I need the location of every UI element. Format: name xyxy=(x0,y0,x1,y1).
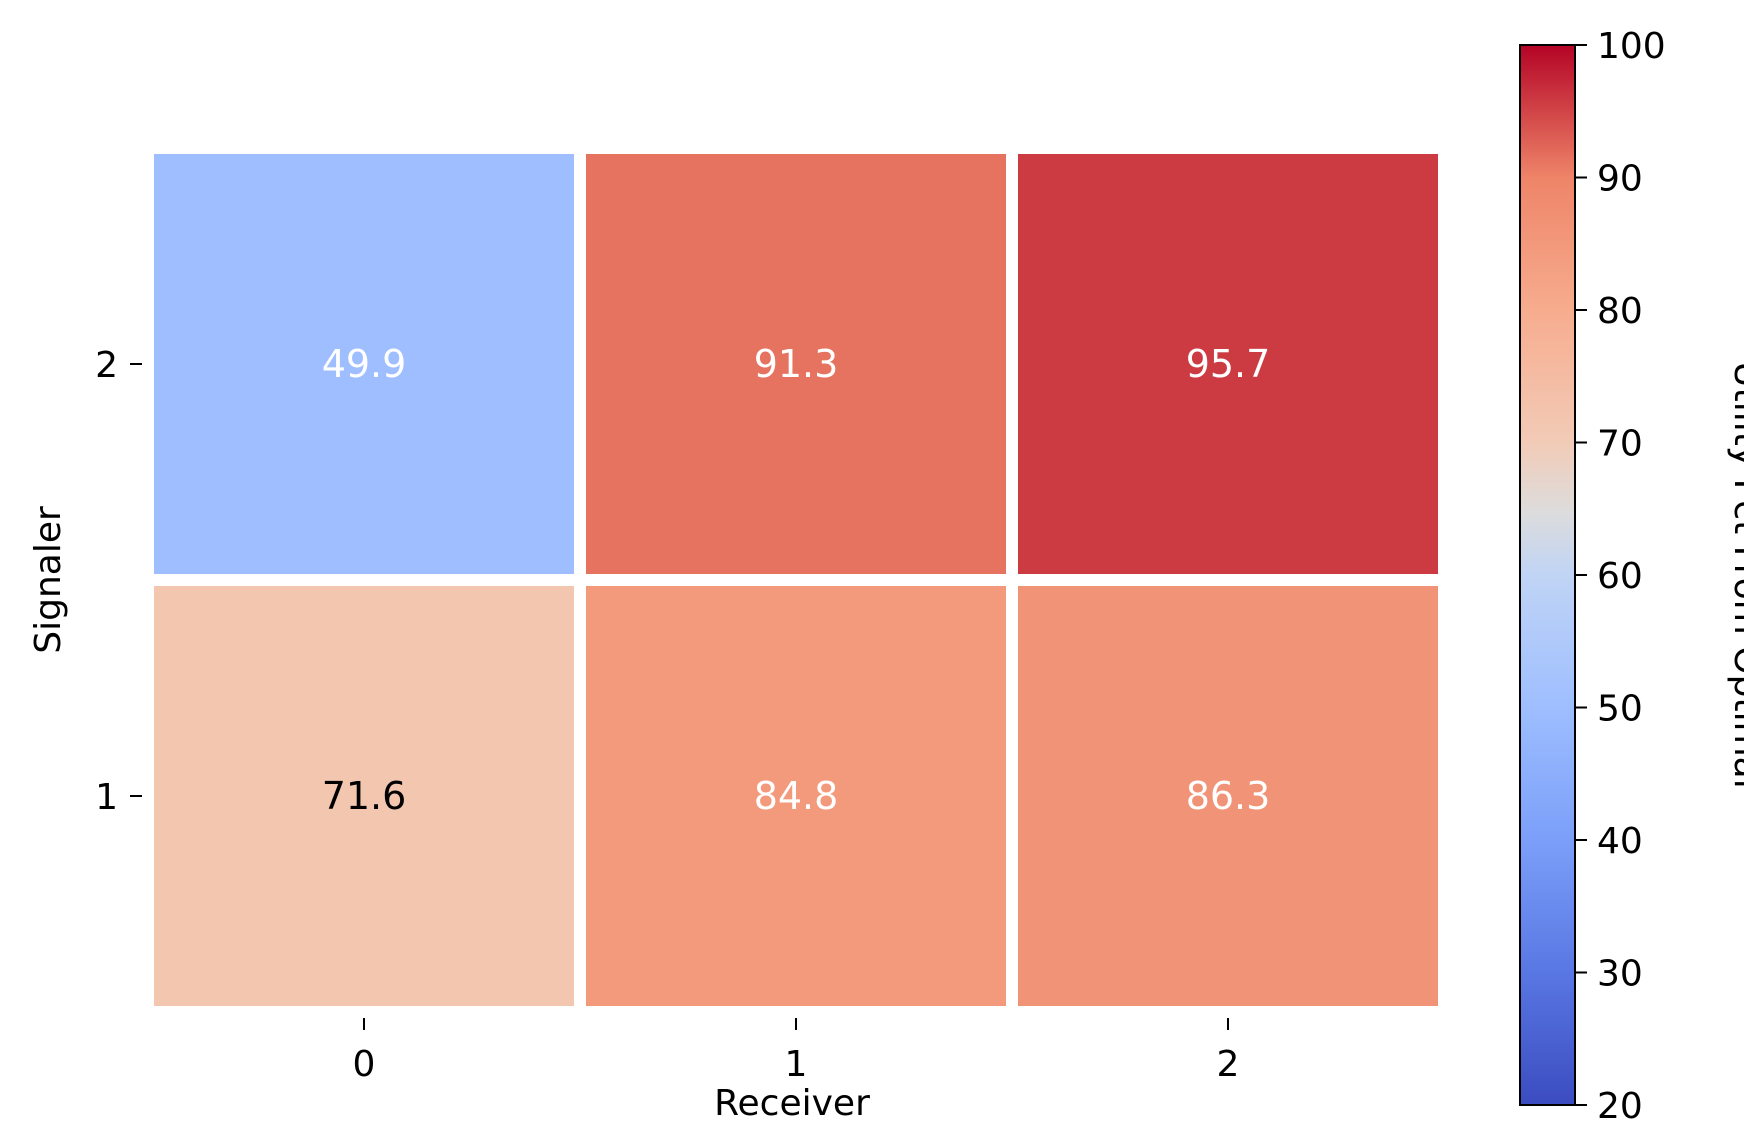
heatmap-cell-2-1 xyxy=(574,142,1018,586)
cell-value-label-2-0: 49.9 xyxy=(322,342,407,386)
cell-value-label-1-1: 84.8 xyxy=(754,774,839,818)
x-tick-label-1: 1 xyxy=(785,1044,808,1085)
colorbar-tick-label-70: 70 xyxy=(1597,424,1643,465)
heatmap-cell-1-2 xyxy=(1006,574,1450,1018)
cell-value-label-1-2: 86.3 xyxy=(1186,774,1271,818)
y-axis: 21 xyxy=(95,345,142,818)
colorbar-tick-label-40: 40 xyxy=(1597,821,1643,862)
colorbar-tick-label-100: 100 xyxy=(1597,26,1666,67)
colorbar-tick-label-30: 30 xyxy=(1597,954,1643,995)
colorbar-tick-label-20: 20 xyxy=(1597,1086,1643,1127)
y-tick-label-1: 1 xyxy=(95,777,118,818)
colorbar-ticks: 20 30 40 50 60 70 80 90 100 xyxy=(1575,26,1666,1127)
x-axis: 0 1 2 xyxy=(353,1018,1240,1085)
colorbar: 20 30 40 50 60 70 80 90 100 Utility Pct From Opt… xyxy=(1519,26,1744,1127)
cell-value-label-2-2: 95.7 xyxy=(1186,342,1271,386)
cell-value-label-1-0: 71.6 xyxy=(322,774,407,818)
x-tick-label-2: 2 xyxy=(1217,1044,1240,1085)
cell-value-label-2-1: 91.3 xyxy=(754,342,839,386)
y-axis-title: Signaler xyxy=(28,506,69,654)
colorbar-gradient xyxy=(1519,44,1576,1106)
x-tick-label-0: 0 xyxy=(353,1044,376,1085)
heatmap-cells xyxy=(142,142,1450,1018)
heatmap-cell-1-1 xyxy=(574,574,1018,1018)
heatmap-cell-labels: 49.9 91.3 95.7 71.6 84.8 86.3 xyxy=(322,342,1271,818)
colorbar-tick-label-50: 50 xyxy=(1597,689,1643,730)
colorbar-tick-label-60: 60 xyxy=(1597,556,1643,597)
heatmap-cell-2-0 xyxy=(142,142,586,586)
y-tick-label-2: 2 xyxy=(95,345,118,386)
colorbar-tick-label-90: 90 xyxy=(1597,159,1643,200)
colorbar-title: Utility Pct From Optimal xyxy=(1726,361,1744,788)
colorbar-tick-label-80: 80 xyxy=(1597,291,1643,332)
x-axis-title: Receiver xyxy=(714,1083,870,1124)
